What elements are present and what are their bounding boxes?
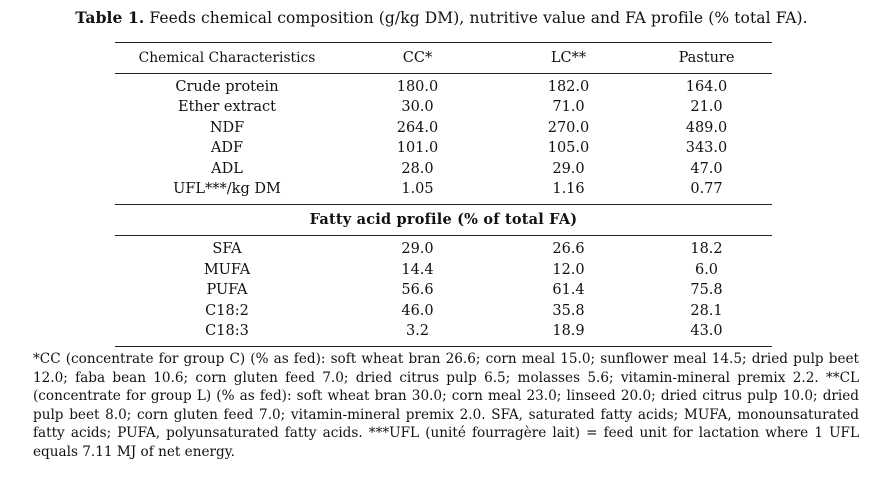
table-footnote: *CC (concentrate for group C) (% as fed)…: [33, 351, 859, 460]
row-label: Ether extract: [178, 99, 276, 116]
chemical-rows: Crude protein 180.0 182.0 164.0 Ether ex…: [115, 74, 772, 204]
lc-value: 105.0: [547, 140, 590, 157]
row-label: C18:3: [205, 322, 249, 339]
lc-value: 12.0: [552, 261, 585, 278]
lc-value: 29.0: [552, 160, 585, 177]
table-row: C18:3 3.2 18.9 43.0: [115, 321, 772, 341]
row-label: Crude protein: [175, 79, 279, 95]
section-top-rule: [115, 204, 772, 206]
lc-value: 71.0: [552, 99, 585, 116]
lc-value: 182.0: [547, 79, 590, 95]
bottom-rule: [115, 346, 772, 348]
pasture-value: 43.0: [690, 322, 723, 339]
row-label: UFL***/kg DM: [173, 180, 281, 197]
table-row: ADF 101.0 105.0 343.0: [115, 138, 772, 158]
table-row: C18:2 46.0 35.8 28.1: [115, 301, 772, 321]
header-row: Chemical Characteristics CC* LC** Pastur…: [115, 43, 772, 73]
row-label: ADL: [211, 160, 243, 177]
header-rule: [115, 73, 772, 74]
cc-value: 56.6: [401, 282, 434, 299]
fatty-acid-section-title: Fatty acid profile (% of total FA): [309, 211, 578, 229]
pasture-value: 6.0: [694, 261, 719, 278]
pasture-value: 75.8: [690, 282, 723, 299]
caption-label: Table 1.: [75, 8, 145, 27]
pasture-value: 18.2: [690, 241, 723, 258]
cc-value: 180.0: [396, 79, 439, 95]
row-label: C18:2: [205, 302, 249, 319]
table-row: ADL 28.0 29.0 47.0: [115, 159, 772, 179]
table-row: Crude protein 180.0 182.0 164.0: [115, 77, 772, 97]
row-label: PUFA: [206, 282, 248, 299]
table-caption: Table 1. Feeds chemical composition (g/k…: [0, 8, 883, 27]
cc-value: 28.0: [401, 160, 434, 177]
table-row: UFL***/kg DM 1.05 1.16 0.77: [115, 179, 772, 199]
lc-value: 1.16: [552, 180, 585, 197]
cc-value: 1.05: [401, 180, 434, 197]
lc-value: 18.9: [552, 322, 585, 339]
table-row: Ether extract 30.0 71.0 21.0: [115, 97, 772, 117]
table-row: NDF 264.0 270.0 489.0: [115, 118, 772, 138]
table-row: PUFA 56.6 61.4 75.8: [115, 280, 772, 300]
pasture-value: 28.1: [690, 302, 723, 319]
composition-table: Chemical Characteristics CC* LC** Pastur…: [115, 42, 772, 348]
fatty-acid-rows: SFA 29.0 26.6 18.2 MUFA 14.4 12.0 6.0 PU…: [115, 236, 772, 346]
row-label: SFA: [212, 241, 242, 258]
cc-value: 101.0: [396, 140, 439, 157]
cc-value: 264.0: [396, 119, 439, 136]
caption-text: Feeds chemical composition (g/kg DM), nu…: [149, 9, 808, 27]
pasture-value: 0.77: [690, 180, 723, 197]
pasture-value: 47.0: [690, 160, 723, 177]
lc-value: 270.0: [547, 119, 590, 136]
header-lc: LC**: [550, 50, 587, 66]
row-label: NDF: [209, 119, 245, 136]
header-characteristics: Chemical Characteristics: [138, 50, 316, 66]
lc-value: 61.4: [552, 282, 585, 299]
pasture-value: 489.0: [685, 119, 728, 136]
top-rule: [115, 42, 772, 43]
row-label: ADF: [210, 140, 244, 157]
table-row: SFA 29.0 26.6 18.2: [115, 239, 772, 259]
pasture-value: 343.0: [685, 140, 728, 157]
lc-value: 26.6: [552, 241, 585, 258]
cc-value: 14.4: [401, 261, 434, 278]
section-bottom-rule: [115, 235, 772, 237]
pasture-value: 21.0: [690, 99, 723, 116]
cc-value: 30.0: [401, 99, 434, 116]
cc-value: 46.0: [401, 302, 434, 319]
row-label: MUFA: [203, 261, 251, 278]
header-cc: CC*: [402, 50, 433, 66]
cc-value: 3.2: [405, 322, 430, 339]
header-pasture: Pasture: [678, 50, 735, 66]
lc-value: 35.8: [552, 302, 585, 319]
pasture-value: 164.0: [685, 79, 728, 95]
table-row: MUFA 14.4 12.0 6.0: [115, 260, 772, 280]
cc-value: 29.0: [401, 241, 434, 258]
